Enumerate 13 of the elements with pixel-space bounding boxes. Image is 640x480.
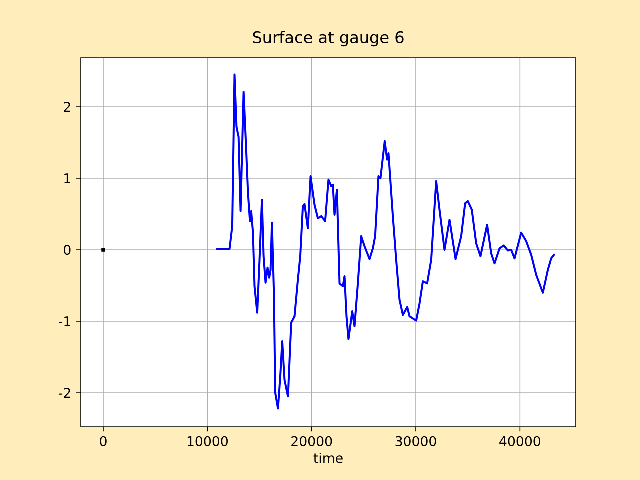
y-tick-label: -2 <box>58 388 70 398</box>
y-tick-label: -1 <box>58 316 70 326</box>
y-tick-label: 0 <box>64 244 71 256</box>
y-tick-label: 2 <box>64 102 70 112</box>
x-tick-label: 0 <box>100 436 107 446</box>
x-tick-label: 30000 <box>396 436 436 446</box>
line-series <box>216 74 556 410</box>
x-tick-label: 40000 <box>500 436 540 446</box>
x-tick-label: 10000 <box>188 436 228 446</box>
y-tick-label: 1 <box>64 174 70 184</box>
chart-title: Surface at gauge 6 <box>253 31 404 47</box>
x-axis-title: time <box>314 452 343 464</box>
x-tick-label: 20000 <box>292 436 332 446</box>
